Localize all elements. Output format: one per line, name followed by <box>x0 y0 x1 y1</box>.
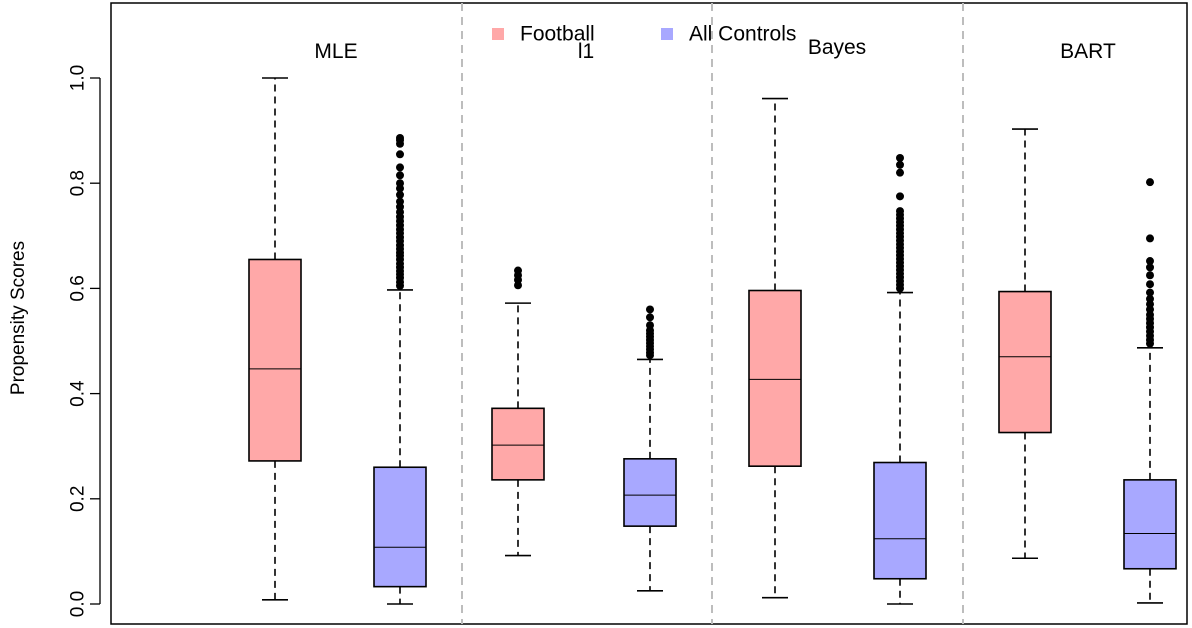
iqr-box <box>1123 479 1177 570</box>
box-football <box>491 266 545 557</box>
box-all-controls <box>623 305 677 592</box>
outlier-point <box>646 305 654 314</box>
iqr-box <box>748 289 802 467</box>
y-axis-label: Propensity Scores <box>8 241 29 395</box>
box-all-controls <box>873 153 927 605</box>
outlier-point <box>896 207 904 216</box>
outlier-point <box>896 168 904 177</box>
legend-swatch <box>492 28 504 40</box>
y-tick-label: 0.6 <box>68 275 89 301</box>
outlier-point <box>396 133 404 142</box>
y-tick-label: 0.0 <box>68 591 89 617</box>
panel-mle: MLE <box>248 40 427 605</box>
iqr-box <box>491 407 545 481</box>
outlier-point <box>396 197 404 206</box>
y-axis: 0.0 0.2 0.4 0.6 0.8 1.0 <box>68 65 101 617</box>
outlier-point <box>396 179 404 188</box>
iqr-box <box>998 290 1052 434</box>
panel-label: l1 <box>578 40 594 63</box>
iqr-box <box>623 458 677 527</box>
box-football <box>248 77 302 601</box>
box-football <box>998 128 1052 560</box>
panel-label: Bayes <box>808 36 866 59</box>
panel-dividers <box>461 3 964 624</box>
box-all-controls <box>373 133 427 605</box>
panels: MLE l1 Bayes BART <box>248 36 1177 605</box>
outlier-point <box>896 192 904 201</box>
iqr-box <box>248 258 302 462</box>
legend: Football All Controls <box>492 23 796 46</box>
panel-bayes: Bayes <box>748 36 927 605</box>
outlier-point <box>1146 257 1154 266</box>
outlier-point <box>1146 234 1154 243</box>
outlier-point <box>1146 294 1154 303</box>
panel-bart: BART <box>998 40 1177 604</box>
outlier-point <box>396 171 404 180</box>
outlier-point <box>646 313 654 322</box>
outlier-point <box>1146 280 1154 289</box>
outlier-point <box>896 153 904 162</box>
panel-l1: l1 <box>491 40 677 592</box>
outlier-point <box>1146 288 1154 297</box>
iqr-box <box>373 466 427 588</box>
outlier-point <box>396 190 404 199</box>
panel-label: MLE <box>314 40 357 63</box>
y-tick-label: 0.4 <box>68 380 89 407</box>
box-all-controls <box>1123 178 1177 604</box>
legend-swatch <box>661 28 673 40</box>
y-tick-label: 1.0 <box>68 65 89 91</box>
outlier-point <box>646 321 654 330</box>
outlier-point <box>396 163 404 172</box>
plot-area-frame <box>110 2 1188 625</box>
outlier-point <box>514 266 522 275</box>
outlier-point <box>396 150 404 159</box>
outlier-point <box>1146 178 1154 187</box>
iqr-box <box>873 461 927 580</box>
outlier-point <box>1146 271 1154 280</box>
box-football <box>748 97 802 599</box>
outlier-point <box>896 160 904 169</box>
y-tick-label: 0.8 <box>68 170 89 196</box>
legend-label: Football <box>520 23 595 46</box>
y-tick-label: 0.2 <box>68 486 89 512</box>
outlier-point <box>1146 263 1154 272</box>
legend-label: All Controls <box>689 23 796 46</box>
panel-label: BART <box>1060 40 1116 63</box>
